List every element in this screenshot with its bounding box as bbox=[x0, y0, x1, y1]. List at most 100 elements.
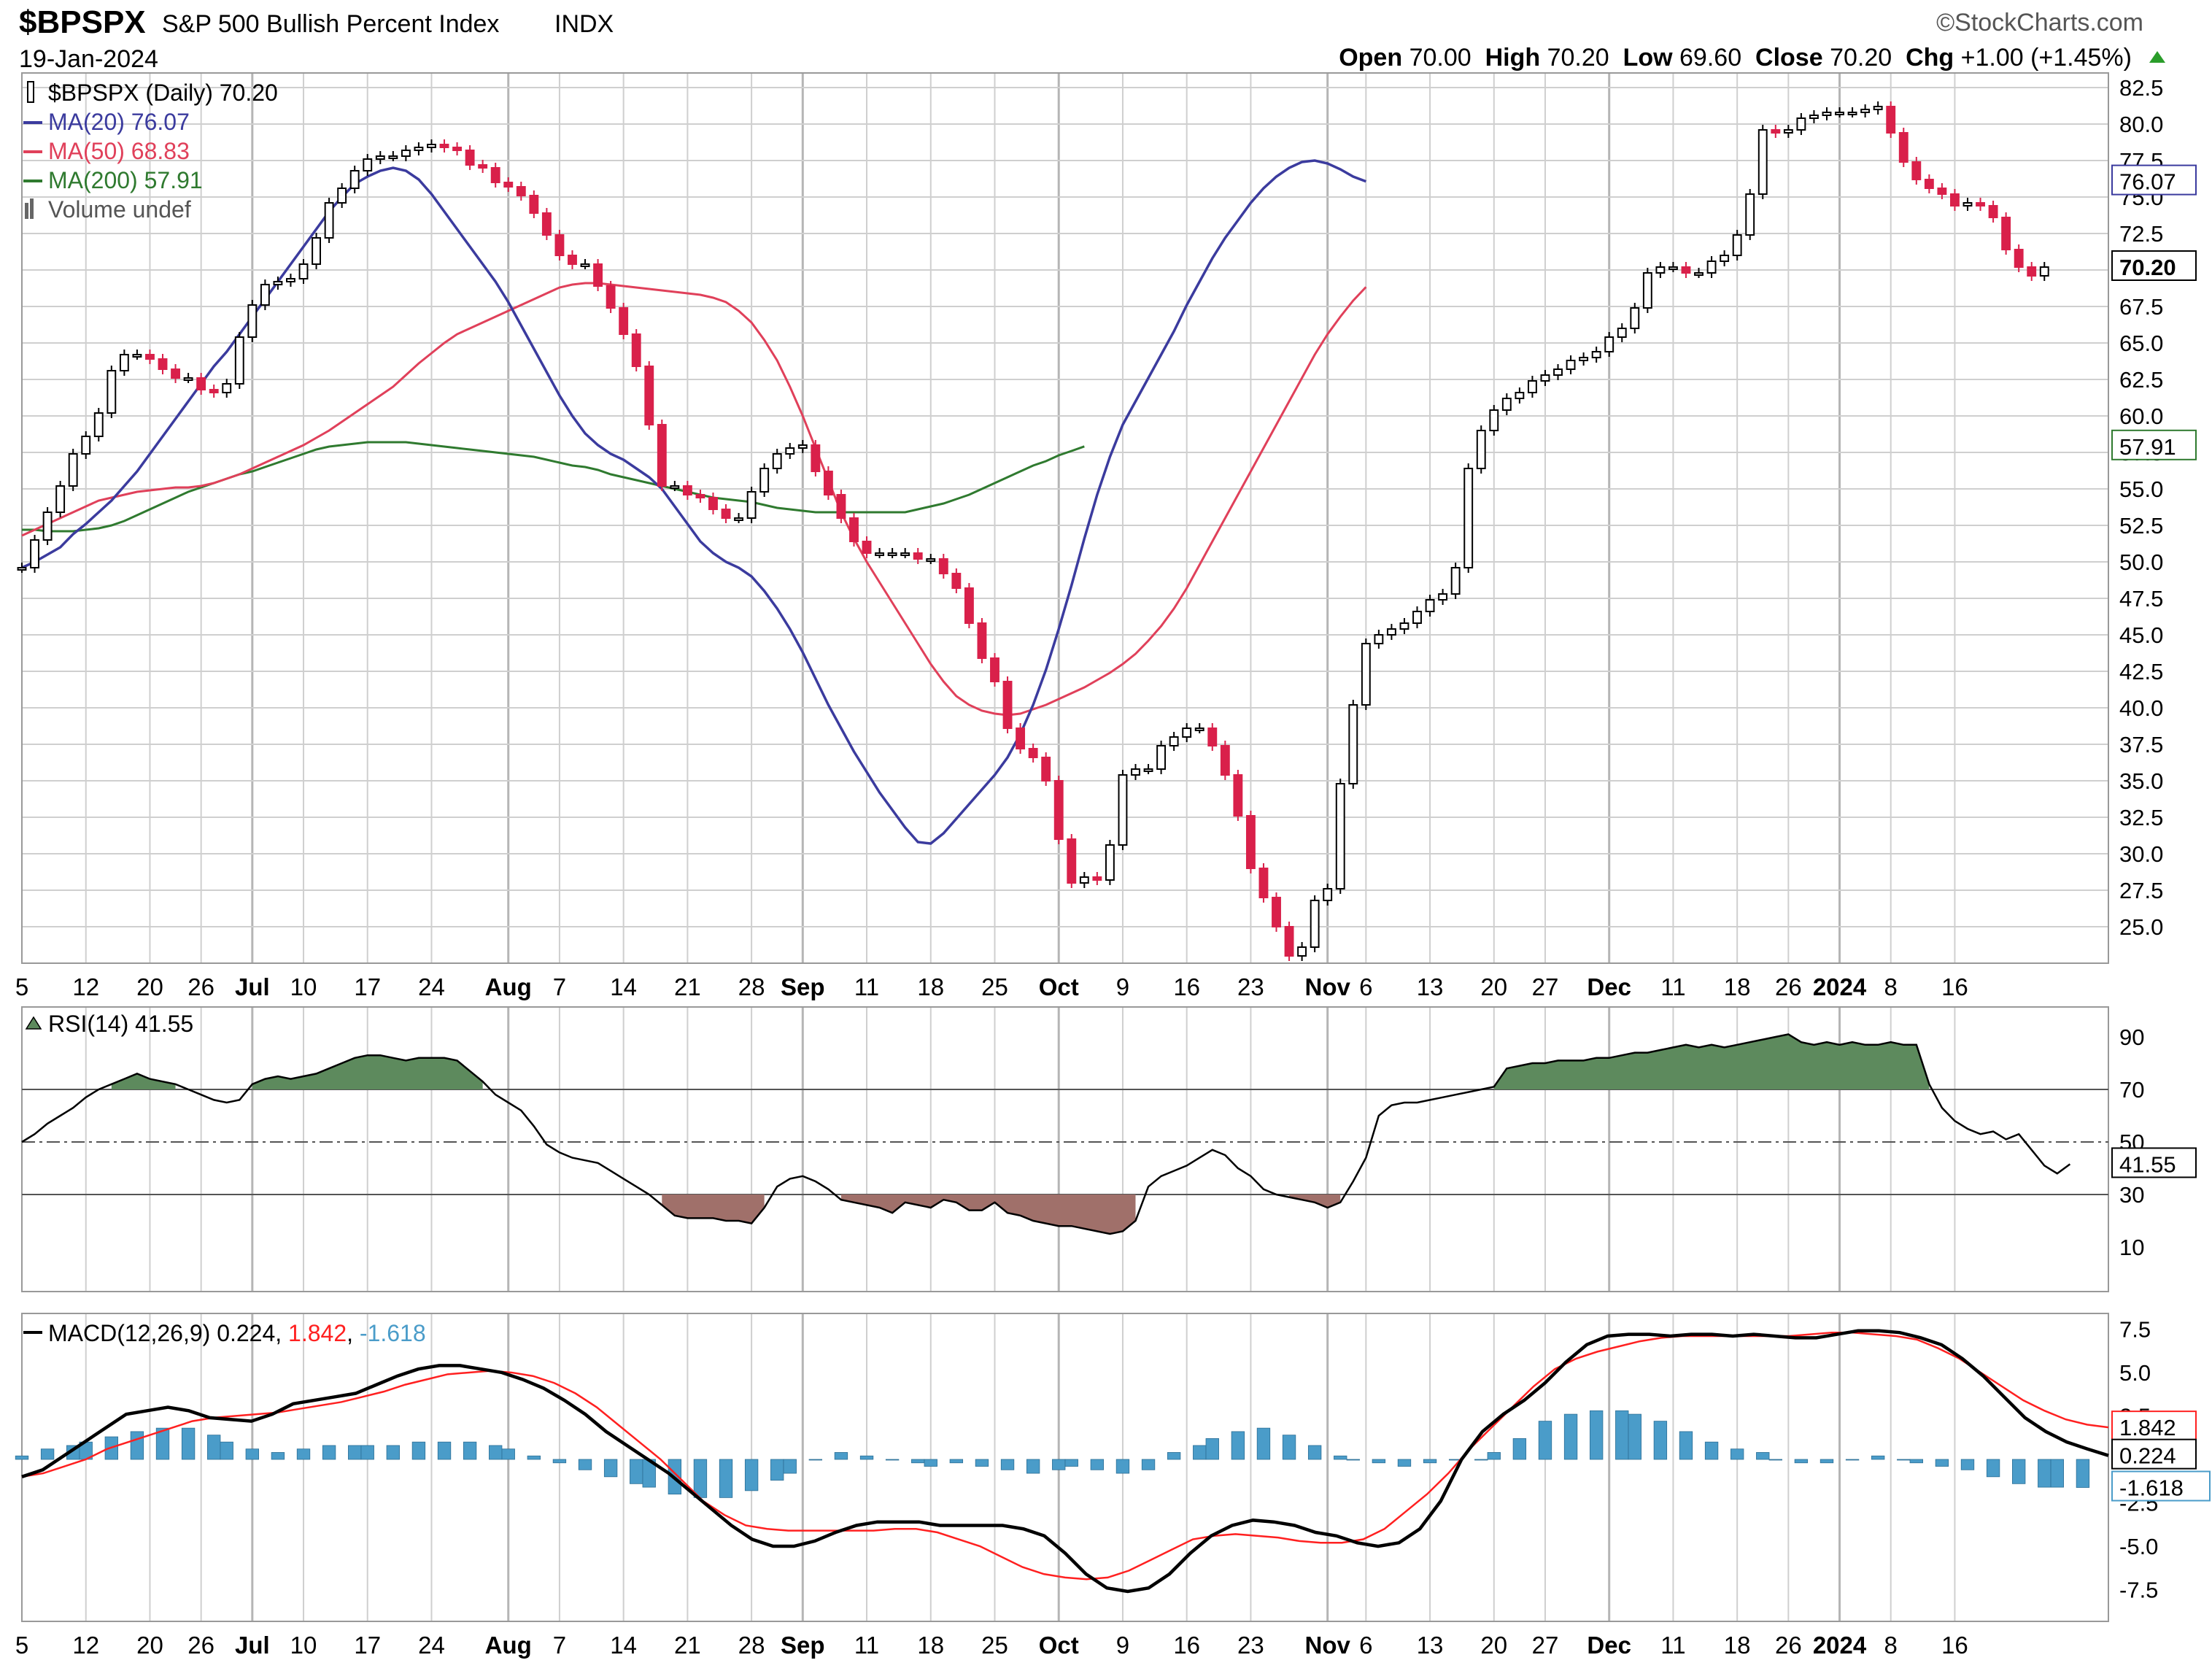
candle bbox=[1182, 728, 1192, 738]
macd-histogram-bar bbox=[1487, 1452, 1501, 1460]
macd-y-tick-label: -5.0 bbox=[2119, 1534, 2158, 1559]
macd-histogram-bar bbox=[975, 1459, 989, 1467]
macd-legend-part: MACD(12,26,9) 0.224 bbox=[48, 1320, 275, 1346]
legends: 76.07 57.91 70.20 41.55 1.842 0.224 -1.618 $BPS… bbox=[23, 80, 2211, 1502]
macd-histogram-bar bbox=[578, 1459, 592, 1470]
x-tick-label: Oct bbox=[1039, 1632, 1079, 1659]
macd-histogram-bar bbox=[1193, 1445, 1207, 1460]
macd-y-tick-label: 5.0 bbox=[2119, 1360, 2151, 1386]
legend-label: Volume undef bbox=[48, 196, 191, 223]
candle bbox=[1847, 112, 1857, 115]
macd-histogram-bar bbox=[1205, 1438, 1219, 1460]
x-tick-label: 18 bbox=[1724, 973, 1751, 1000]
candle bbox=[260, 284, 270, 306]
source-watermark[interactable]: ©StockCharts.com bbox=[1936, 9, 2143, 36]
rsi-legend-label: RSI(14) 41.55 bbox=[48, 1011, 193, 1037]
ma50-line bbox=[21, 282, 1367, 717]
candle bbox=[1374, 634, 1384, 644]
macd-histogram-bar bbox=[411, 1441, 426, 1460]
macd-value-tag-box bbox=[2111, 1438, 2197, 1470]
macd-histogram-bar bbox=[630, 1459, 643, 1484]
candle bbox=[1489, 409, 1499, 431]
candle bbox=[964, 587, 974, 624]
y-tick-label: 82.5 bbox=[2119, 75, 2163, 101]
x-tick-label: Jul bbox=[235, 1632, 270, 1659]
close-value: 70.20 bbox=[1830, 44, 1892, 72]
x-tick-label: 25 bbox=[981, 973, 1008, 1000]
macd-histogram-bar bbox=[1897, 1459, 1911, 1461]
candle bbox=[337, 188, 347, 204]
candle bbox=[1067, 838, 1077, 884]
candle bbox=[529, 195, 539, 214]
x-tick-label: 24 bbox=[418, 973, 445, 1000]
x-tick-label: 13 bbox=[1417, 973, 1444, 1000]
candle bbox=[721, 509, 731, 519]
x-tick-label: 20 bbox=[1480, 973, 1507, 1000]
candle bbox=[2001, 217, 2011, 250]
candle bbox=[1335, 783, 1345, 889]
x-tick-label: 26 bbox=[1775, 973, 1802, 1000]
candle bbox=[119, 354, 129, 371]
macd-histogram-bar bbox=[437, 1441, 452, 1460]
x-tick-label: 16 bbox=[1173, 1632, 1200, 1659]
panels bbox=[21, 72, 2109, 1622]
candle bbox=[17, 567, 27, 571]
rsi-overbought-fill bbox=[1493, 1034, 1930, 1089]
candle bbox=[849, 517, 859, 542]
candle bbox=[1822, 112, 1832, 116]
candle bbox=[1131, 768, 1140, 776]
candle bbox=[1771, 129, 1781, 134]
candle bbox=[427, 144, 436, 148]
macd-histogram-bar bbox=[1538, 1421, 1552, 1460]
x-tick-label: 17 bbox=[354, 973, 381, 1000]
macd-histogram-bar bbox=[1141, 1459, 1156, 1470]
price-value-tag-box bbox=[2111, 250, 2197, 281]
quote-bar: Open 70.00 High 70.20 Low 69.60 Close 70… bbox=[1339, 44, 2132, 72]
macd-histogram-bar bbox=[386, 1445, 401, 1460]
rsi-panel bbox=[21, 1033, 2108, 1235]
candle bbox=[1297, 946, 1307, 957]
candle bbox=[1527, 380, 1537, 393]
candle bbox=[68, 453, 78, 487]
macd-histogram-bar bbox=[1334, 1455, 1347, 1460]
macd-histogram-bar bbox=[271, 1452, 285, 1460]
candle bbox=[913, 552, 923, 560]
candle bbox=[1450, 567, 1461, 595]
macd-histogram-bar bbox=[527, 1455, 541, 1460]
macd-histogram-bar bbox=[1307, 1445, 1322, 1460]
x-tick-label: 28 bbox=[738, 973, 765, 1000]
rsi-oversold-fill bbox=[1289, 1195, 1341, 1208]
candle bbox=[1348, 704, 1358, 784]
legend-label: $BPSPX (Daily) 70.20 bbox=[48, 80, 278, 106]
legend-label: MA(200) 57.91 bbox=[48, 167, 203, 193]
candle bbox=[670, 485, 680, 489]
candle bbox=[1988, 205, 1998, 218]
candle bbox=[708, 497, 718, 510]
candle bbox=[1706, 261, 1717, 274]
panel-frame bbox=[21, 1006, 2109, 1292]
y-tick-label: 37.5 bbox=[2119, 732, 2163, 757]
ma20-line bbox=[21, 159, 1366, 845]
candle bbox=[1092, 876, 1102, 881]
macd-histogram-bar bbox=[949, 1459, 964, 1464]
candle bbox=[938, 558, 948, 574]
x-tick-label: Sep bbox=[781, 973, 825, 1000]
x-tick-label: 6 bbox=[1359, 1632, 1372, 1659]
y-tick-label: 60.0 bbox=[2119, 404, 2163, 429]
x-tick-label: 11 bbox=[1660, 1632, 1685, 1659]
x-tick-label: 10 bbox=[290, 973, 317, 1000]
macd-legend-part: -1.618 bbox=[360, 1320, 426, 1346]
x-tick-label: 9 bbox=[1116, 1632, 1129, 1659]
rsi-overbought-fill bbox=[252, 1055, 483, 1089]
macd-legend-part: , bbox=[275, 1320, 288, 1346]
x-tick-label: 27 bbox=[1532, 1632, 1559, 1659]
rsi-y-tick-label: 10 bbox=[2119, 1235, 2144, 1260]
candle bbox=[1079, 876, 1089, 884]
macd-histogram-bar bbox=[924, 1459, 937, 1467]
candle bbox=[183, 377, 193, 381]
macd-histogram-bar bbox=[1000, 1459, 1015, 1470]
candle bbox=[541, 212, 552, 236]
macd-histogram-bar bbox=[1730, 1448, 1744, 1460]
macd-histogram-bar bbox=[155, 1427, 170, 1460]
candle bbox=[657, 424, 667, 487]
